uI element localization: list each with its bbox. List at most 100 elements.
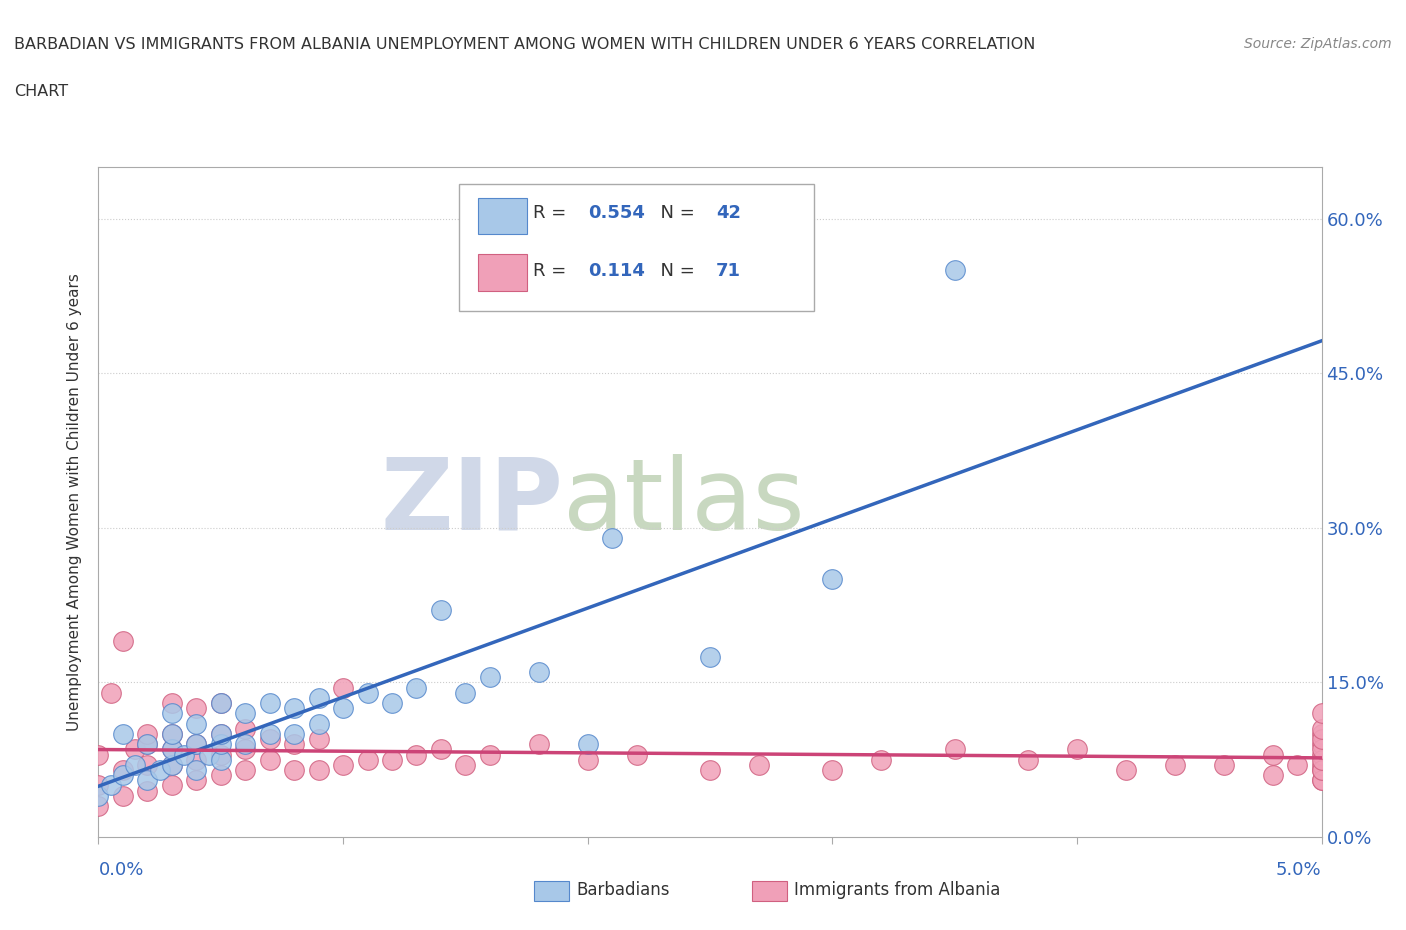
Text: CHART: CHART: [14, 84, 67, 99]
Point: [136, 757, 159, 772]
Point: [209, 752, 232, 767]
Point: [209, 747, 232, 762]
Point: [283, 726, 305, 741]
Point: [600, 531, 623, 546]
Point: [233, 742, 256, 757]
Point: [283, 701, 305, 716]
Point: [943, 742, 966, 757]
Point: [124, 757, 146, 772]
Point: [1310, 742, 1333, 757]
Text: Barbadians: Barbadians: [576, 881, 671, 899]
Point: [259, 696, 281, 711]
Point: [111, 768, 134, 783]
Point: [1310, 726, 1333, 741]
Point: [233, 763, 256, 777]
Point: [454, 685, 477, 700]
Point: [356, 752, 378, 767]
Point: [821, 572, 844, 587]
Text: 0.114: 0.114: [588, 262, 644, 280]
Point: [136, 783, 159, 798]
Point: [149, 763, 172, 777]
Point: [1310, 706, 1333, 721]
Point: [160, 778, 183, 793]
Point: [478, 747, 501, 762]
Point: [1261, 768, 1284, 783]
Text: BARBADIAN VS IMMIGRANTS FROM ALBANIA UNEMPLOYMENT AMONG WOMEN WITH CHILDREN UNDE: BARBADIAN VS IMMIGRANTS FROM ALBANIA UNE…: [14, 37, 1035, 52]
Text: Immigrants from Albania: Immigrants from Albania: [794, 881, 1001, 899]
Point: [100, 778, 122, 793]
Text: 42: 42: [716, 204, 741, 222]
Point: [124, 742, 146, 757]
Point: [748, 757, 770, 772]
Point: [160, 706, 183, 721]
Point: [308, 763, 330, 777]
Point: [209, 696, 232, 711]
Point: [136, 737, 159, 751]
Point: [1310, 722, 1333, 737]
Point: [1115, 763, 1137, 777]
Point: [527, 665, 550, 680]
Text: 5.0%: 5.0%: [1277, 860, 1322, 879]
Point: [405, 680, 427, 695]
Point: [308, 690, 330, 705]
Point: [259, 732, 281, 747]
Point: [233, 722, 256, 737]
Point: [160, 726, 183, 741]
Point: [209, 726, 232, 741]
Point: [87, 799, 110, 814]
Text: 0.0%: 0.0%: [98, 860, 143, 879]
Point: [233, 706, 256, 721]
Point: [186, 737, 208, 751]
Point: [186, 737, 208, 751]
Point: [111, 789, 134, 804]
Point: [186, 716, 208, 731]
Text: 71: 71: [716, 262, 741, 280]
Point: [308, 732, 330, 747]
Point: [576, 752, 599, 767]
Point: [186, 773, 208, 788]
Point: [527, 737, 550, 751]
Point: [87, 789, 110, 804]
Point: [430, 742, 453, 757]
Point: [943, 263, 966, 278]
Point: [478, 670, 501, 684]
Point: [209, 696, 232, 711]
Point: [1310, 752, 1333, 767]
FancyBboxPatch shape: [478, 197, 526, 234]
Point: [699, 763, 721, 777]
Point: [1164, 757, 1187, 772]
Point: [111, 763, 134, 777]
Text: R =: R =: [533, 204, 572, 222]
FancyBboxPatch shape: [478, 255, 526, 291]
Point: [259, 726, 281, 741]
Text: ZIP: ZIP: [381, 454, 564, 551]
Text: 0.554: 0.554: [588, 204, 644, 222]
Point: [381, 696, 404, 711]
Text: N =: N =: [648, 262, 700, 280]
Point: [173, 747, 195, 762]
Point: [430, 603, 453, 618]
FancyBboxPatch shape: [460, 184, 814, 312]
Point: [87, 747, 110, 762]
Text: R =: R =: [533, 262, 578, 280]
Point: [405, 747, 427, 762]
Point: [576, 737, 599, 751]
Point: [626, 747, 648, 762]
Point: [283, 763, 305, 777]
Point: [136, 726, 159, 741]
Point: [1310, 763, 1333, 777]
Point: [1310, 757, 1333, 772]
Point: [870, 752, 893, 767]
Point: [1212, 757, 1234, 772]
Point: [1310, 747, 1333, 762]
Point: [209, 726, 232, 741]
Point: [160, 742, 183, 757]
Point: [160, 726, 183, 741]
Point: [186, 752, 208, 767]
Point: [209, 737, 232, 751]
Point: [111, 634, 134, 649]
Point: [186, 763, 208, 777]
Point: [111, 726, 134, 741]
Point: [1261, 747, 1284, 762]
Point: [1310, 763, 1333, 777]
